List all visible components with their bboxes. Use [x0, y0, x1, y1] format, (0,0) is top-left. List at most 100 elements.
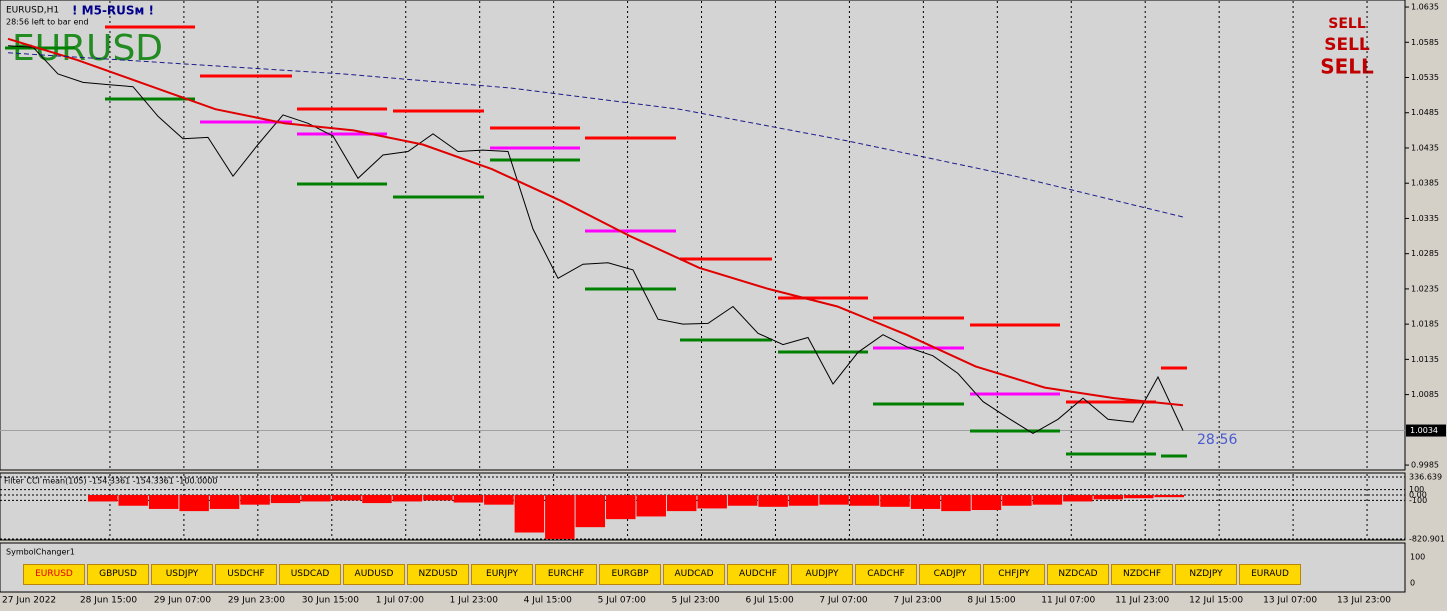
time-label: 5 Jul 07:00: [598, 596, 647, 606]
price-label: 1.0335: [1411, 214, 1439, 223]
symbol-button[interactable]: EURCHF: [535, 564, 597, 585]
indicator-label: 336.639: [1409, 473, 1442, 482]
cci-bar: [545, 495, 575, 539]
moving-average: [7, 52, 1184, 218]
cci-bar: [453, 495, 484, 503]
scale-label: 0: [1410, 579, 1415, 588]
symbol-button[interactable]: NZDJPY: [1175, 564, 1237, 585]
time-label: 5 Jul 23:00: [672, 596, 721, 606]
symbol-button[interactable]: USDCHF: [215, 564, 277, 585]
cci-bar: [849, 495, 880, 506]
time-label: 7 Jul 07:00: [819, 596, 868, 606]
price-label: 1.0185: [1411, 320, 1439, 329]
time-label: 1 Jul 07:00: [376, 596, 425, 606]
price-label: 1.0385: [1411, 179, 1439, 188]
time-label: 12 Jul 15:00: [1189, 596, 1243, 606]
indicator-label: -100: [1409, 496, 1427, 505]
symbol-label: EURUSD,H1: [6, 6, 59, 16]
time-label: 6 Jul 15:00: [745, 596, 794, 606]
time-label: 13 Jul 23:00: [1337, 596, 1391, 606]
cci-bar: [118, 495, 148, 506]
cci-bar: [179, 495, 209, 512]
time-label: 11 Jul 07:00: [1041, 596, 1095, 606]
time-label: 13 Jul 07:00: [1263, 596, 1317, 606]
time-label: 1 Jul 23:00: [450, 596, 499, 606]
symbol-button[interactable]: AUDJPY: [791, 564, 853, 585]
time-label: 27 Jun 2022: [2, 596, 56, 606]
price-label: 1.0135: [1411, 355, 1439, 364]
cci-bar: [392, 495, 423, 502]
cci-bar: [1154, 495, 1184, 498]
cci-bar: [1124, 495, 1154, 499]
time-label: 4 Jul 15:00: [524, 596, 573, 606]
symbol-button[interactable]: NZDCAD: [1047, 564, 1109, 585]
cci-bar: [148, 495, 179, 509]
symbol-button[interactable]: GBPUSD: [87, 564, 149, 585]
symbol-button[interactable]: EURGBP: [599, 564, 661, 585]
cci-bar: [484, 495, 514, 505]
cci-bar: [1093, 495, 1124, 500]
sell-signal: SELL: [1324, 35, 1370, 55]
countdown: 28:56: [1197, 432, 1237, 448]
cci-bar: [941, 495, 971, 512]
time-label: 8 Jul 15:00: [967, 596, 1016, 606]
cci-bar: [788, 495, 819, 506]
symbol-button[interactable]: EURAUD: [1239, 564, 1301, 585]
symbol-button[interactable]: EURUSD: [23, 564, 85, 585]
cci-bar: [270, 495, 301, 504]
timer: 28:56 left to bar end: [6, 18, 89, 27]
symbol-button[interactable]: NZDCHF: [1111, 564, 1173, 585]
price-label: 1.0435: [1411, 143, 1439, 152]
cci-bar: [819, 495, 849, 505]
time-label: 11 Jul 23:00: [1115, 596, 1169, 606]
cci-bar: [666, 495, 697, 512]
cci-bar: [636, 495, 666, 517]
cci-bar: [758, 495, 788, 507]
cci-bar: [1032, 495, 1063, 505]
symbol-button[interactable]: CHFJPY: [983, 564, 1045, 585]
symbol-button[interactable]: USDCAD: [279, 564, 341, 585]
indicator-label: -820.901: [1409, 535, 1445, 544]
price-label: 1.0285: [1411, 249, 1439, 258]
symbol-button[interactable]: CADJPY: [919, 564, 981, 585]
cci-bar: [1063, 495, 1093, 502]
cci-bar: [240, 495, 270, 505]
time-label: 28 Jun 15:00: [80, 596, 137, 606]
cci-bar: [331, 495, 362, 501]
symbol-button[interactable]: USDJPY: [151, 564, 213, 585]
symbol-button[interactable]: NZDUSD: [407, 564, 469, 585]
time-label: 29 Jun 23:00: [228, 596, 285, 606]
indicator-title: Filter CCI mean(105) -154.3361 -154.3361…: [4, 477, 217, 486]
price-label: 1.0535: [1411, 73, 1439, 82]
scale-label: 100: [1410, 553, 1425, 562]
cci-bar: [727, 495, 758, 506]
price-label: 1.0485: [1411, 108, 1439, 117]
sell-signal: SELL: [1320, 55, 1374, 79]
symbol-button[interactable]: AUDCAD: [663, 564, 725, 585]
symbol-button[interactable]: EURJPY: [471, 564, 533, 585]
cci-bar: [575, 495, 606, 528]
price-label: 1.0085: [1411, 390, 1439, 399]
cci-bar: [910, 495, 941, 509]
symbol-button[interactable]: AUDCHF: [727, 564, 789, 585]
cci-bar: [1002, 495, 1032, 506]
price-label: 1.0235: [1411, 284, 1439, 293]
cci-bar: [362, 495, 392, 504]
indicator-label: 0.00: [1409, 491, 1427, 500]
last-price: 1.0034: [1410, 426, 1438, 435]
time-label: 29 Jun 07:00: [154, 596, 211, 606]
time-label: 7 Jul 23:00: [893, 596, 942, 606]
cci-bar: [209, 495, 240, 509]
time-label: 30 Jun 15:00: [302, 596, 359, 606]
cci-bar: [606, 495, 636, 520]
changer-title: SymbolChanger1: [6, 548, 75, 557]
cci-bar: [971, 495, 1002, 511]
cci-bar: [697, 495, 727, 509]
symbol-button[interactable]: AUDUSD: [343, 564, 405, 585]
price-label: 1.0585: [1411, 38, 1439, 47]
moving-average: [7, 37, 1184, 407]
symbol-button[interactable]: CADCHF: [855, 564, 917, 585]
price-label: 1.0635: [1411, 3, 1439, 12]
